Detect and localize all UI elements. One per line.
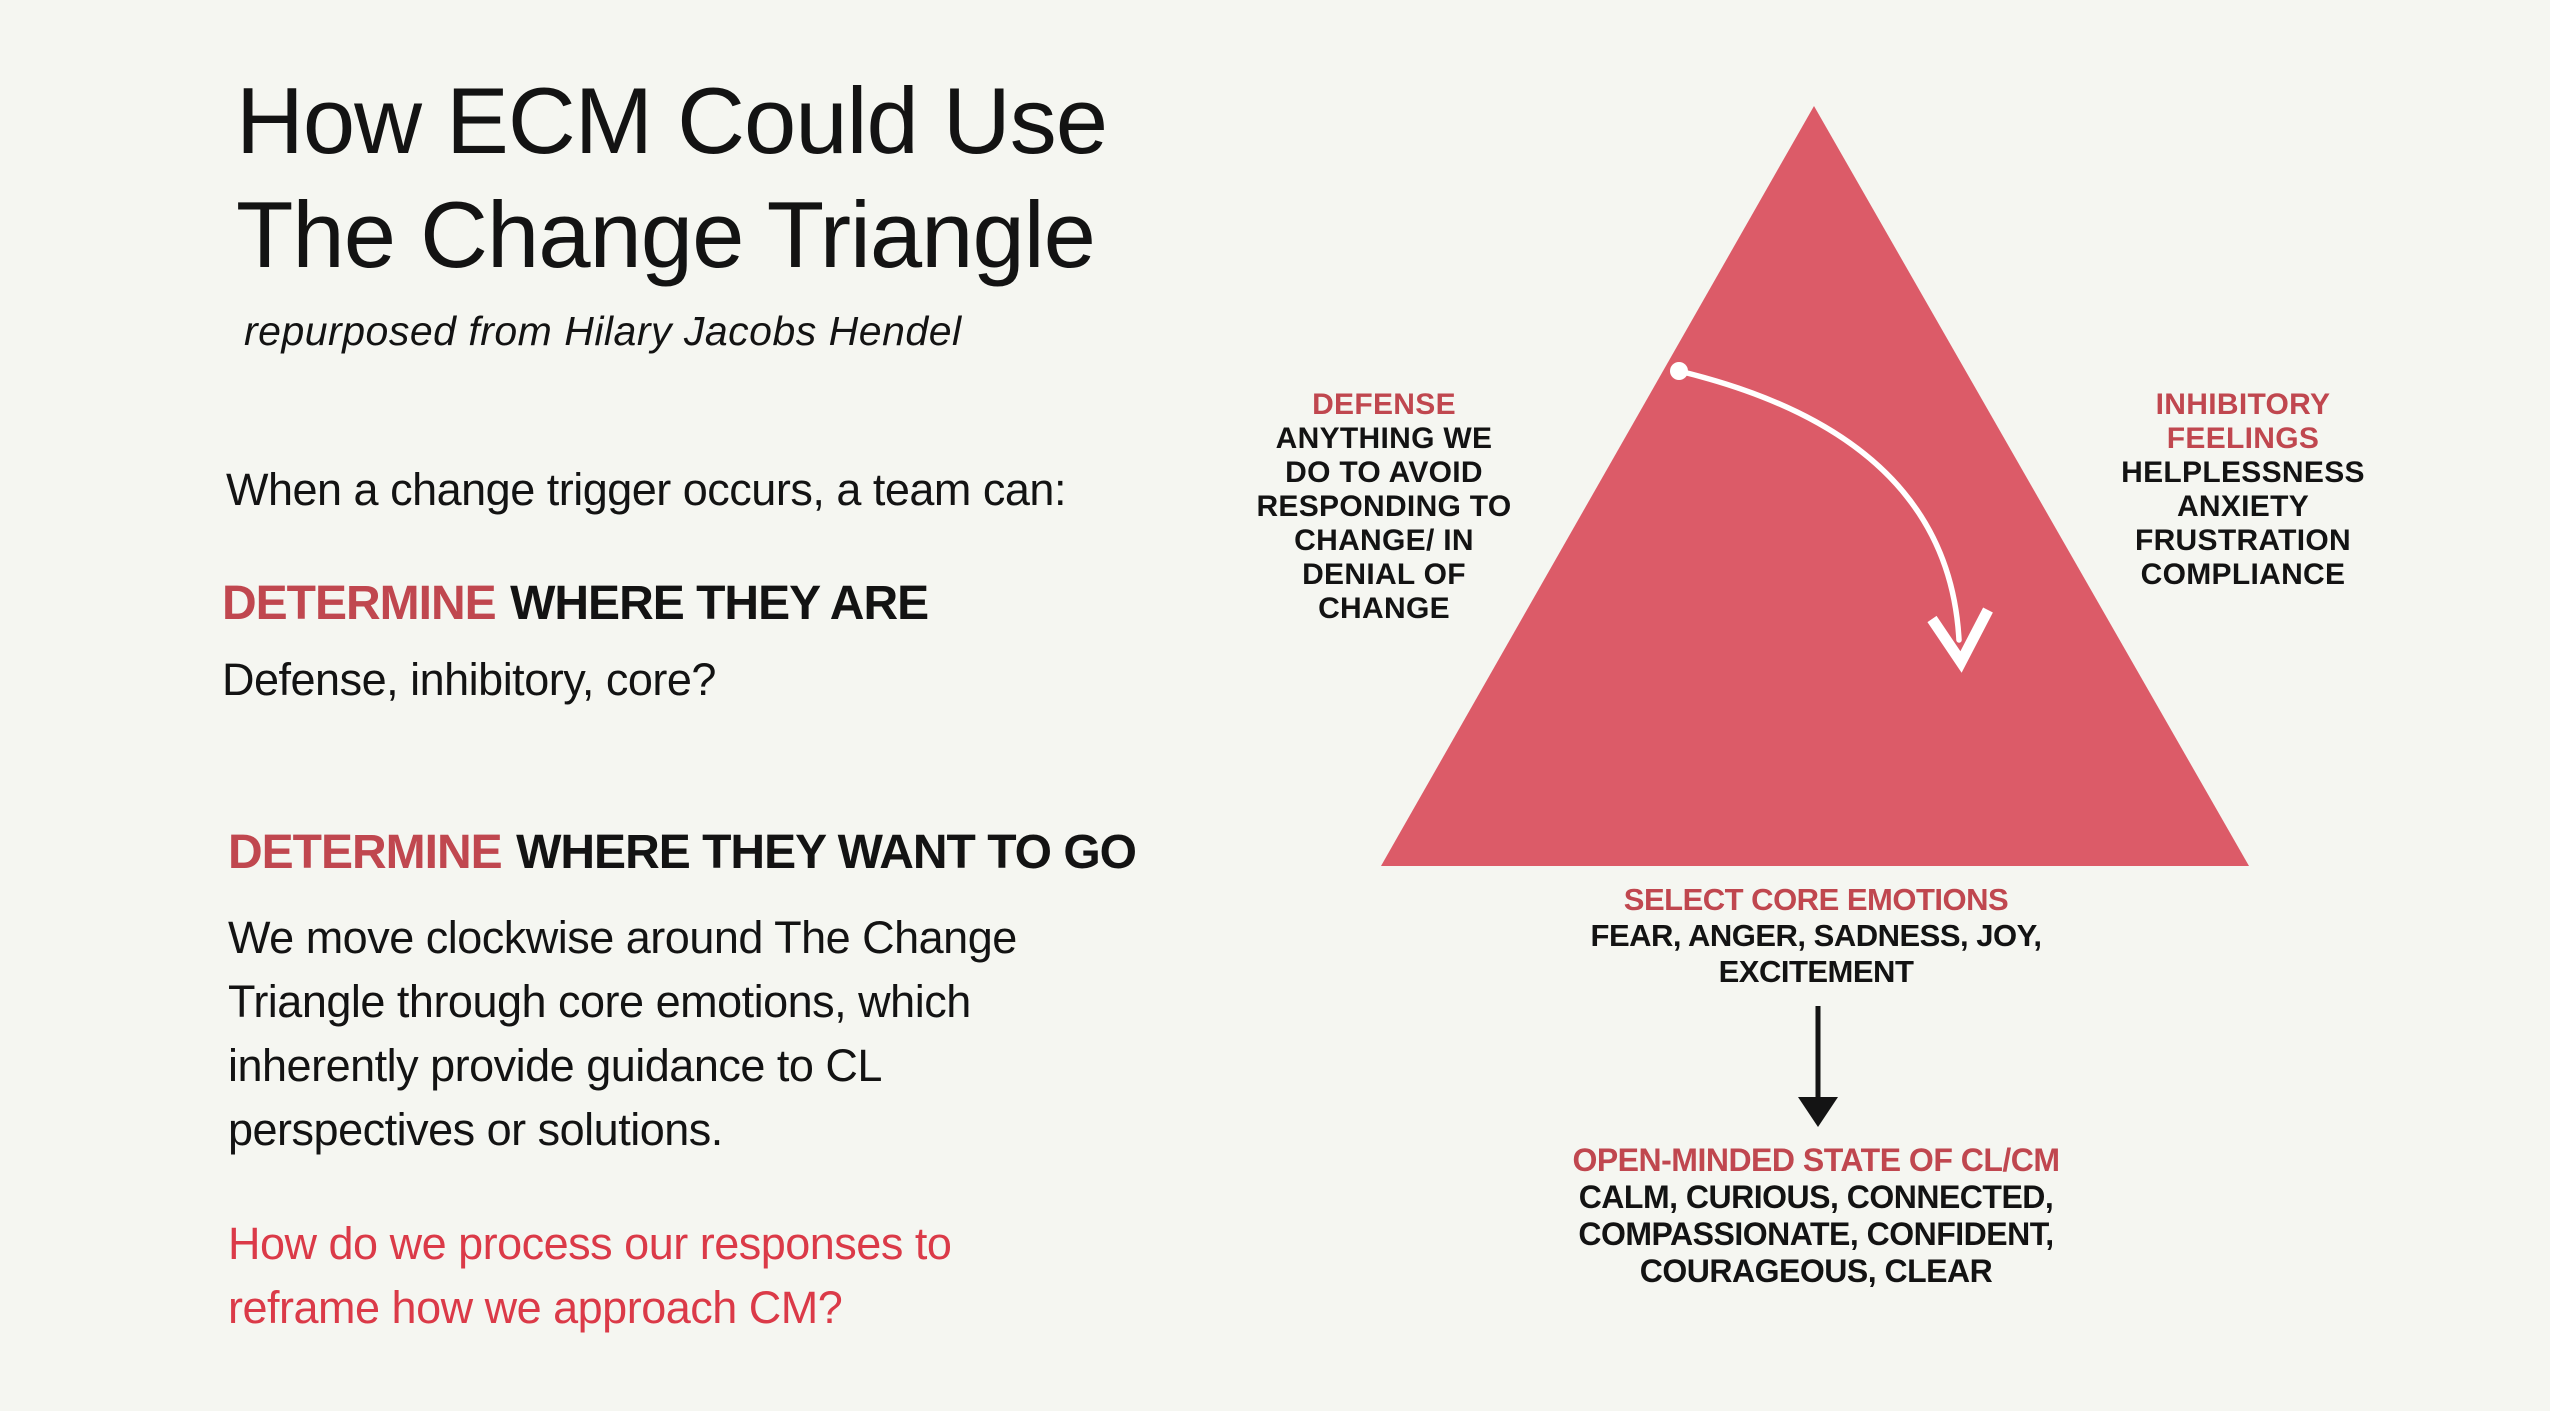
step2-heading: DETERMINE WHERE THEY WANT TO GO bbox=[228, 825, 1137, 880]
inhibitory-label-body: HELPLESSNESS ANXIETY FRUSTRATION COMPLIA… bbox=[2121, 456, 2365, 591]
open-minded-label-title: OPEN-MINDED STATE OF CL/CM bbox=[1572, 1142, 2060, 1178]
clockwise-arrowhead-icon bbox=[1927, 607, 1993, 673]
triangle-shape bbox=[1381, 106, 2249, 866]
step2-heading-keyword: DETERMINE bbox=[228, 826, 503, 879]
defense-label-body: ANYTHING WE DO TO AVOID RESPONDING TO CH… bbox=[1256, 422, 1512, 625]
inhibitory-label-title: INHIBITORY FEELINGS bbox=[2155, 388, 2331, 455]
step1-heading: DETERMINE WHERE THEY ARE bbox=[222, 576, 929, 631]
open-minded-state-label: OPEN-MINDED STATE OF CL/CM CALM, CURIOUS… bbox=[1496, 1142, 2136, 1290]
page-title-line2: The Change Triangle bbox=[236, 182, 1096, 287]
step2-body: We move clockwise around The Change Tria… bbox=[228, 912, 1017, 1155]
step1-body: Defense, inhibitory, core? bbox=[222, 654, 716, 705]
open-minded-label-body: CALM, CURIOUS, CONNECTED, COMPASSIONATE,… bbox=[1578, 1179, 2054, 1289]
defense-label: DEFENSE ANYTHING WE DO TO AVOID RESPONDI… bbox=[1194, 388, 1574, 626]
step1-heading-keyword: DETERMINE bbox=[222, 577, 497, 630]
core-emotions-label: SELECT CORE EMOTIONS FEAR, ANGER, SADNES… bbox=[1536, 882, 2096, 990]
inhibitory-feelings-label: INHIBITORY FEELINGS HELPLESSNESS ANXIETY… bbox=[2053, 388, 2433, 592]
core-emotions-label-body: FEAR, ANGER, SADNESS, JOY, EXCITEMENT bbox=[1590, 918, 2042, 989]
closing-question: How do we process our responses to refra… bbox=[228, 1218, 952, 1333]
core-emotions-label-title: SELECT CORE EMOTIONS bbox=[1623, 882, 2009, 917]
clockwise-arrow-curve bbox=[1676, 368, 1962, 643]
step1-heading-rest: WHERE THEY ARE bbox=[510, 577, 929, 630]
intro-text: When a change trigger occurs, a team can… bbox=[226, 464, 1066, 515]
step2-heading-rest: WHERE THEY WANT TO GO bbox=[516, 826, 1137, 879]
page-title-line1: How ECM Could Use bbox=[236, 68, 1108, 173]
defense-label-title: DEFENSE bbox=[1312, 388, 1456, 421]
page-subtitle: repurposed from Hilary Jacobs Hendel bbox=[244, 308, 962, 354]
down-arrowhead-icon bbox=[1798, 1097, 1838, 1127]
